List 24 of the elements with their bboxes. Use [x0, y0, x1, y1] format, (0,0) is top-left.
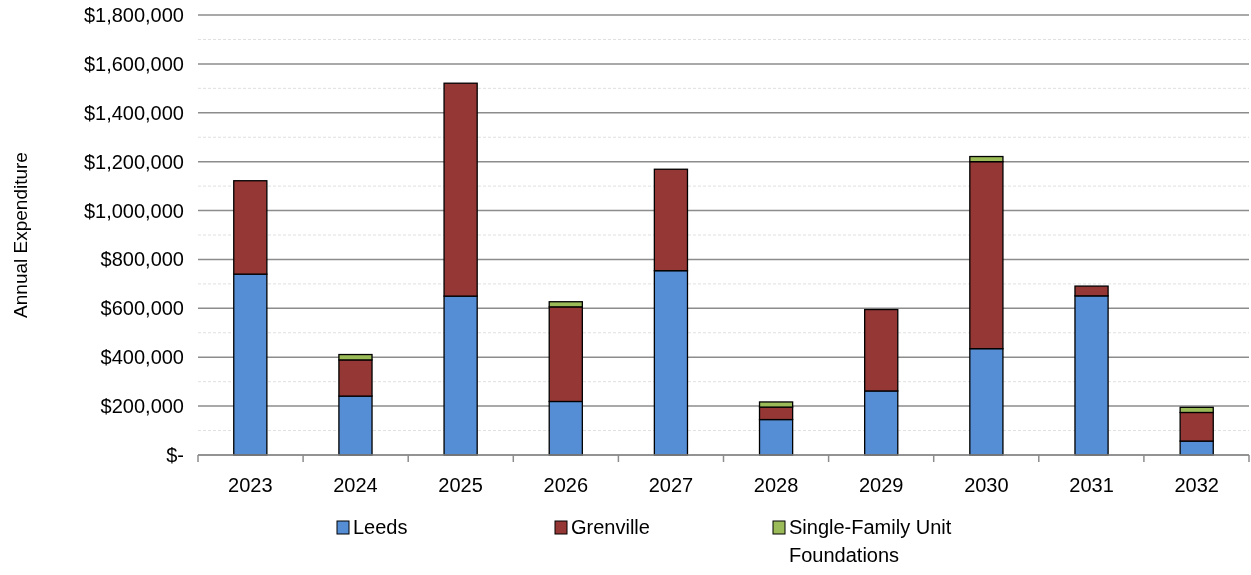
x-tick-label: 2026 [543, 474, 589, 496]
y-tick-label: $400,000 [100, 346, 184, 369]
y-tick-label: $600,000 [100, 297, 184, 320]
y-tick-label: $1,200,000 [83, 150, 184, 173]
y-tick-label: $800,000 [100, 248, 184, 271]
y-tick-label: $1,000,000 [83, 199, 184, 222]
x-tick-label: 2025 [438, 474, 483, 496]
legend-label: Single-Family Unit Foundations [789, 516, 952, 566]
x-tick-label: 2030 [964, 474, 1009, 496]
x-tick-label: 2023 [228, 474, 273, 496]
x-tick-label: 2028 [753, 474, 799, 496]
y-tick-label: $200,000 [100, 395, 184, 418]
legend-label: Leeds [353, 516, 408, 538]
y-tick-label: $1,800,000 [83, 4, 184, 26]
y-tick-label: $1,600,000 [83, 52, 184, 75]
x-tick-label: 2031 [1069, 474, 1114, 496]
x-tick-label: 2024 [333, 474, 378, 496]
x-tick-label: 2032 [1174, 474, 1219, 496]
y-tick-label: $1,400,000 [83, 101, 184, 124]
y-axis-title: Annual Expenditure [10, 152, 31, 318]
y-tick-label: $- [166, 444, 184, 466]
legend-label: Grenville [571, 516, 650, 538]
x-tick-label: 2027 [648, 474, 694, 496]
x-tick-label: 2029 [858, 474, 904, 496]
